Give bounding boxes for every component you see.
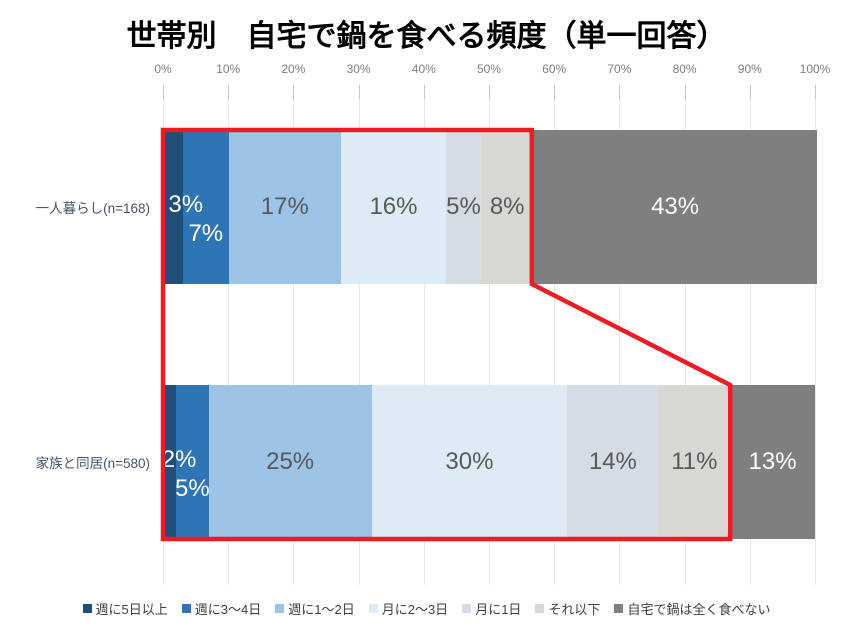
category-label: 一人暮らし(n=168) [35,201,150,216]
data-label: 43% [651,193,700,220]
axis-tick [815,85,816,99]
data-label: 7% [188,220,224,247]
legend-item: それ以下 [535,599,600,618]
data-label: 2% [161,446,197,473]
legend-label: 週に1～2日 [288,602,355,617]
axis-tick [684,85,686,99]
gridline [749,85,751,585]
category-label: 家族と同居(n=580) [35,456,150,471]
data-label: 3% [168,191,204,218]
bar-segment: 8% [480,130,534,284]
x-axis-tick-label: 80% [672,62,697,76]
chart-title: 世帯別 自宅で鍋を食べる頻度（単一回答） [126,20,727,53]
data-label: 8% [489,193,525,220]
stacked-bar-1: 25% 30% 14% 11% 13% 2% 5% [161,385,815,539]
bar-segment: 16% [340,130,447,284]
data-label: 13% [748,448,797,475]
x-axis-tick-label: 50% [476,62,502,76]
x-axis-tick-label: 30% [346,62,371,76]
legend-marker [368,604,378,613]
plot-area: 0% 10% 20% 30% 40% 50% 60% 70% 80% 90% 100% 17% 16% 5… [154,62,830,585]
legend-marker [535,604,545,613]
legend-item: 月に1日 [462,599,521,618]
axis-tick [423,85,425,99]
legend-item: 自宅で鍋は全く食べない [614,599,770,618]
legend-label: 自宅で鍋は全く食べない [627,602,771,617]
axis-tick [749,85,751,99]
x-axis-tick-label: 20% [281,62,306,76]
legend-item: 週に3～4日 [181,599,262,618]
data-label: 25% [266,448,315,475]
axis-tick [163,85,164,99]
legend-label: それ以下 [548,602,601,617]
legend-item: 週に5日以上 [82,599,168,618]
legend-marker [275,604,285,613]
bar-segment: 14% [567,385,659,539]
gridline [815,85,816,585]
x-axis-tick-label: 40% [411,62,436,76]
category-labels: 一人暮らし(n=168) 家族と同居(n=580) [0,85,156,585]
x-axis-tick-label: 10% [216,62,241,76]
bar-segment: 11% [658,385,731,539]
bar-segment: 30% [371,385,568,539]
x-axis-tick-label: 0% [154,62,172,76]
legend-marker [181,604,191,613]
legend-label: 週に3～4日 [194,602,262,617]
data-label: 16% [369,193,418,220]
data-label: 30% [445,448,494,475]
legend-marker [462,604,472,613]
bar-segment: 43% [533,130,817,284]
data-label: 11% [671,448,718,475]
axis-tick [228,85,230,99]
legend-label: 週に5日以上 [95,602,168,617]
x-axis-tick-label: 60% [542,62,567,76]
bar-segment: 25% [208,385,372,539]
legend-label: 月に2～3日 [381,602,449,617]
legend-item: 週に1～2日 [275,599,355,618]
stacked-bar-0: 17% 16% 5% 8% 43% 3% 7% [163,130,817,284]
data-label: 5% [446,193,481,220]
legend-item: 月に2～3日 [368,599,449,618]
bar-segment: 5% [446,130,481,284]
x-axis-tick-label: 90% [737,62,762,76]
axis-tick [489,85,490,99]
bar-segment: 13% [730,385,815,539]
axis-tick [293,85,295,99]
axis-tick [358,85,360,99]
data-label: 5% [174,475,210,502]
legend-marker [614,604,624,613]
x-axis-tick-label: 70% [607,62,632,76]
data-label: 14% [588,448,637,475]
bar-segment: 17% [228,130,341,284]
data-label: 17% [260,193,309,220]
x-axis-tick-label: 100% [799,62,831,76]
legend: 週に5日以上 週に3～4日 週に1～2日 月に2～3日 月に1日 それ以下 自宅で鍋は全く食… [0,599,853,618]
axis-tick [619,85,621,99]
legend-label: 月に1日 [475,602,522,617]
axis-tick [554,85,556,99]
legend-marker [82,604,92,613]
